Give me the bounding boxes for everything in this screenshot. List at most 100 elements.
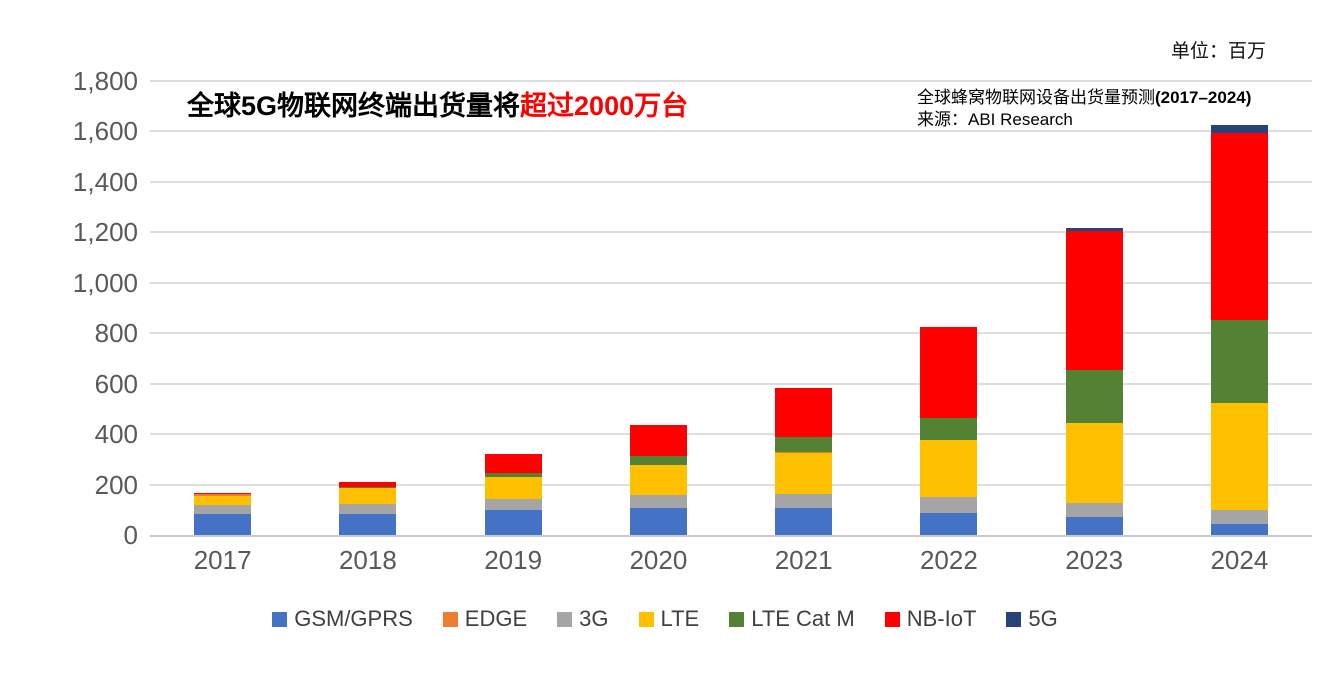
bar-segment [339,482,397,488]
bar-column-2020 [629,425,687,535]
subtitle-line1: 全球蜂窝物联网设备出货量预测(2017–2024) [917,87,1251,109]
legend-item: GSM/GPRS [272,606,413,632]
gridline [150,281,1312,284]
x-tick-label: 2024 [1210,545,1269,575]
bar-segment [194,513,252,535]
unit-label: 单位：百万 [1170,41,1266,62]
bar-segment [775,452,833,495]
bar-segment [1065,517,1123,535]
gridline [150,332,1312,335]
bar-segment [775,387,833,437]
chart-title-red: 超过2000万台 [520,91,689,121]
gridline [150,180,1312,183]
chart-title: 全球5G物联网终端出货量将超过2000万台 [187,84,688,123]
legend-label: LTE [660,606,700,631]
bar-segment [1210,524,1268,535]
bar-segment [629,425,687,457]
legend-swatch-icon [729,611,745,627]
gridline [150,433,1312,436]
y-tick-label: 800 [94,318,138,349]
bar-segment [194,495,252,505]
bar-segment [1210,319,1268,403]
gridline [150,483,1312,486]
x-tick-label: 2019 [484,545,543,575]
legend-label: LTE Cat M [751,606,855,631]
bar-segment [775,452,833,453]
bar-segment [629,456,687,465]
bar-segment [484,499,542,511]
chart-subtitle: 全球蜂窝物联网设备出货量预测(2017–2024) 来源：ABI Researc… [917,87,1251,131]
bar-segment [920,418,978,440]
chart-title-black: 全球5G物联网终端出货量将 [187,91,521,121]
legend-swatch-icon [442,611,458,627]
bar-segment [920,512,978,535]
gridline [150,231,1312,234]
bar-segment [1065,227,1123,232]
legend-label: GSM/GPRS [294,606,413,631]
legend-item: NB-IoT [884,606,977,632]
bar-segment [194,504,252,514]
y-axis: 0 200 400 600 800 1,000 1,200 1,400 1,600 1,800 [0,67,138,549]
bar-column-2019 [484,454,542,535]
y-tick-label: 400 [94,419,138,450]
y-tick-label: 0 [123,520,138,550]
bar-segment [339,487,397,489]
bar-column-2018 [339,482,397,535]
legend-swatch-icon [1006,611,1022,627]
bar-segment [339,487,397,488]
bar-segment [629,507,687,535]
bar-segment [1065,231,1123,370]
gridline [150,382,1312,385]
bar-segment [1210,403,1268,511]
x-tick-label: 2018 [338,545,397,575]
y-tick-label: 1,600 [72,116,138,147]
gridline [150,130,1312,133]
bar-segment [775,508,833,535]
bar-segment [1210,510,1268,525]
bar-column-2017 [194,492,252,535]
bar-segment [920,326,978,418]
legend: GSM/GPRS EDGE 3G LTE LTE Cat M NB-IoT 5G [0,606,1330,632]
y-tick-label: 200 [94,469,138,500]
bar-segment [194,494,252,496]
bar-segment [629,465,687,496]
y-tick-label: 1,000 [72,267,138,298]
legend-item: LTE [638,606,700,632]
bar-segment [1210,125,1268,133]
x-tick-label: 2017 [193,545,252,575]
bar-column-2023 [1065,227,1123,535]
bar-segment [1065,422,1123,424]
bar-column-2024 [1210,125,1268,535]
bar-segment [775,494,833,509]
bar-segment [1210,132,1268,320]
bar-segment [194,492,252,495]
legend-swatch-icon [884,611,900,627]
bar-segment [339,503,397,515]
bar-segment [484,454,542,473]
bar-column-2021 [775,387,833,535]
bar-segment [339,488,397,504]
y-tick-label: 1,800 [72,66,138,96]
legend-label: NB-IoT [906,606,977,631]
bar-segment [629,464,687,466]
y-tick-label: 600 [94,368,138,399]
bars-container [150,81,1312,535]
bar-segment [484,472,542,477]
bar-segment [484,476,542,478]
x-tick-label: 2023 [1065,545,1124,575]
x-tick-label: 2022 [919,545,978,575]
bar-segment [1065,369,1123,423]
bar-segment [1210,402,1268,404]
legend-item: EDGE [442,606,527,632]
bar-segment [775,436,833,453]
x-tick-label: 2020 [629,545,688,575]
bar-segment [920,440,978,497]
bar-segment [920,439,978,441]
legend-swatch-icon [557,611,573,627]
x-tick-label: 2021 [774,545,833,575]
bar-segment [1065,503,1123,518]
legend-item: LTE Cat M [729,606,855,632]
legend-item: 5G [1006,606,1058,632]
y-tick-label: 1,400 [72,166,138,197]
